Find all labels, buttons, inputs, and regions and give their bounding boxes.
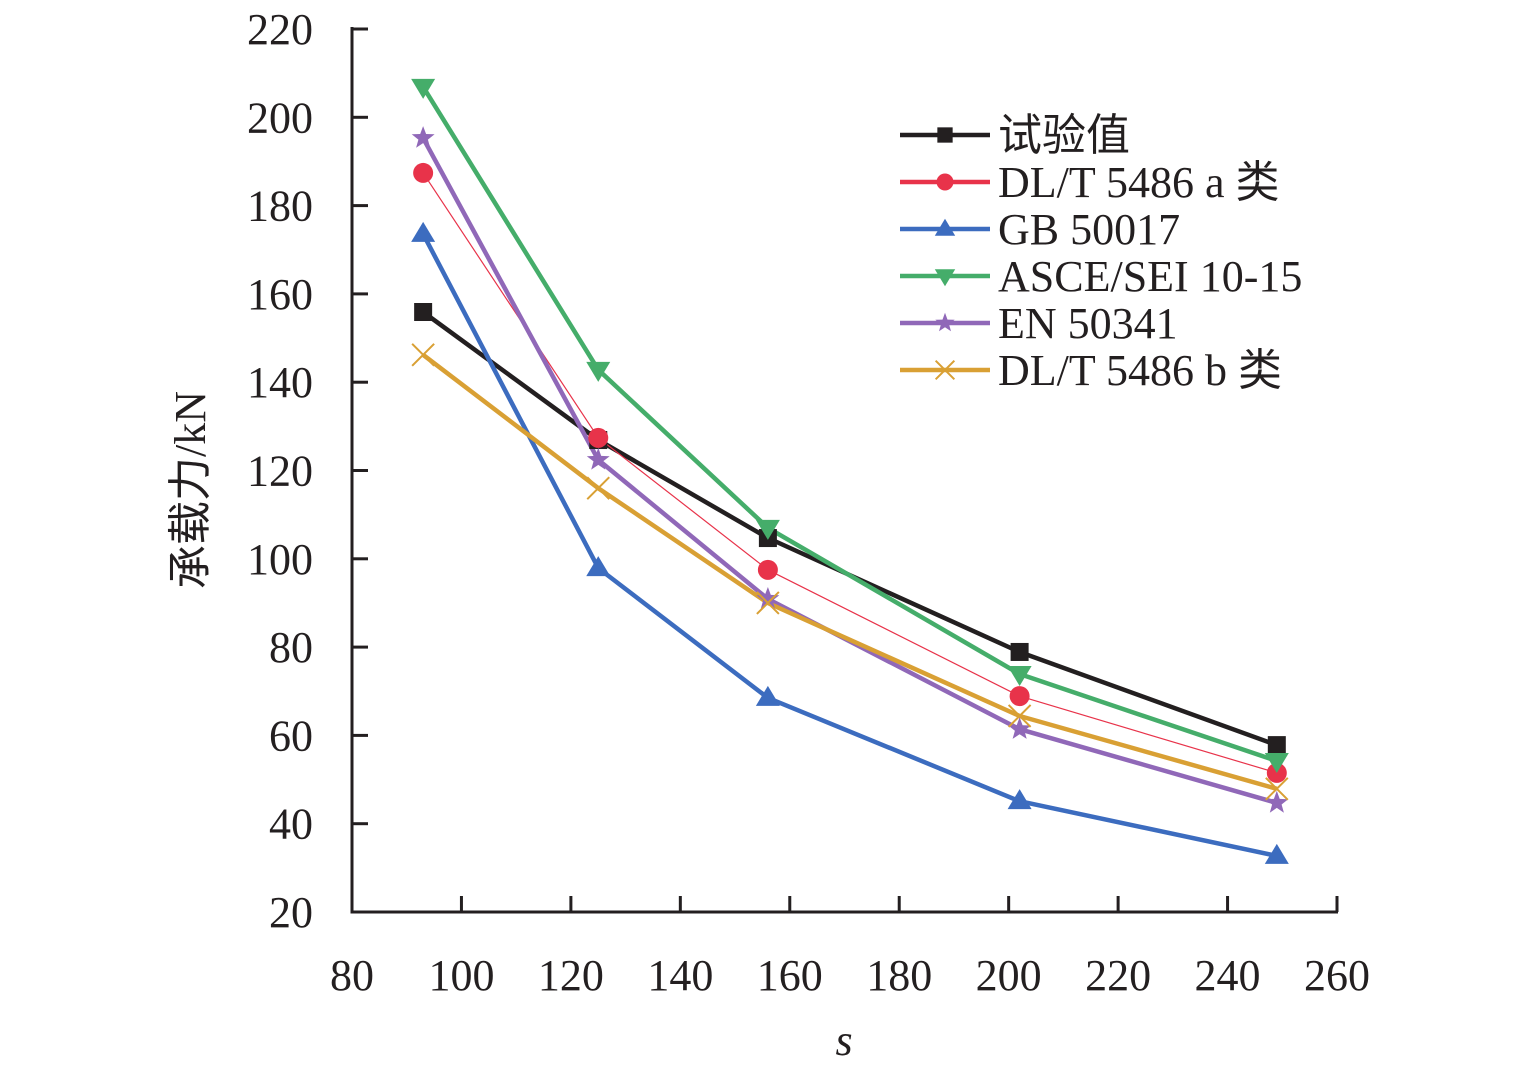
legend-item: EN 50341: [900, 299, 1178, 348]
plot-markers: [411, 78, 1289, 864]
y-axis-title: 承载力/kN: [166, 391, 215, 589]
x-tick-label: 80: [330, 951, 374, 1000]
legend-item: 试验值: [900, 111, 1130, 160]
data-point: [1264, 753, 1289, 774]
y-tick-label: 60: [269, 711, 313, 760]
data-point: [586, 476, 610, 500]
x-tick-label: 200: [976, 951, 1042, 1000]
legend-item: DL/T 5486 b 类: [900, 346, 1282, 395]
y-tick-label: 220: [247, 5, 313, 54]
legend-item: DL/T 5486 a 类: [900, 158, 1280, 207]
legend-label: EN 50341: [998, 299, 1178, 348]
data-point: [411, 343, 435, 367]
x-tick-label: 100: [428, 951, 494, 1000]
y-tick-label: 180: [247, 182, 313, 231]
y-tick-label: 40: [269, 800, 313, 849]
data-point: [1267, 736, 1286, 755]
y-tick-label: 160: [247, 270, 313, 319]
x-tick-label: 160: [757, 951, 823, 1000]
axes: 20 40 60 80 100 120 140 160 180 200 220 80 100 120 140…: [247, 5, 1370, 1000]
data-point: [1265, 777, 1289, 801]
data-point: [1007, 666, 1032, 687]
x-tick-label: 180: [866, 951, 932, 1000]
data-point: [413, 162, 434, 183]
data-point: [1007, 704, 1032, 728]
legend-label: 试验值: [998, 111, 1130, 160]
data-point: [1008, 717, 1031, 739]
data-point: [414, 303, 433, 322]
y-tick-label: 20: [269, 888, 313, 937]
y-tick-label: 200: [247, 93, 313, 142]
data-point: [411, 78, 436, 99]
x-tick-label: 260: [1304, 951, 1370, 1000]
x-tick-label: 120: [538, 951, 604, 1000]
data-point: [1007, 789, 1032, 810]
data-point: [756, 587, 780, 609]
legend-label: GB 50017: [998, 205, 1180, 254]
legend-marker: [934, 269, 956, 287]
legend-marker: [934, 218, 956, 236]
y-tick-label: 140: [247, 358, 313, 407]
legend-label: DL/T 5486 b 类: [998, 346, 1282, 395]
data-point: [756, 591, 780, 615]
data-point: [588, 427, 609, 448]
y-tick-label: 100: [247, 535, 313, 584]
legend-marker: [935, 312, 955, 332]
legend-marker: [936, 173, 954, 191]
x-tick-label: 240: [1195, 951, 1261, 1000]
y-tick-label: 120: [247, 447, 313, 496]
data-point: [755, 519, 780, 540]
legend-label: ASCE/SEI 10-15: [998, 252, 1302, 301]
data-point: [1264, 843, 1289, 864]
x-tick-label: 140: [647, 951, 713, 1000]
data-point: [586, 361, 611, 382]
data-point: [411, 221, 436, 242]
data-point: [757, 559, 778, 580]
y-tick-label: 80: [269, 623, 313, 672]
x-axis-title: s: [835, 1016, 852, 1065]
data-point: [1265, 790, 1289, 813]
legend-label: DL/T 5486 a 类: [998, 158, 1280, 207]
legend-item: GB 50017: [900, 205, 1180, 254]
legend-marker: [934, 359, 956, 381]
data-point: [586, 447, 610, 470]
series-line-5: [421, 353, 1278, 791]
data-point: [1009, 686, 1030, 707]
data-point: [755, 685, 780, 706]
data-point: [1010, 642, 1029, 661]
x-tick-label: 220: [1085, 951, 1151, 1000]
data-point: [411, 126, 435, 148]
legend-marker: [937, 127, 953, 143]
data-point: [586, 556, 611, 577]
legend-item: ASCE/SEI 10-15: [900, 252, 1302, 301]
